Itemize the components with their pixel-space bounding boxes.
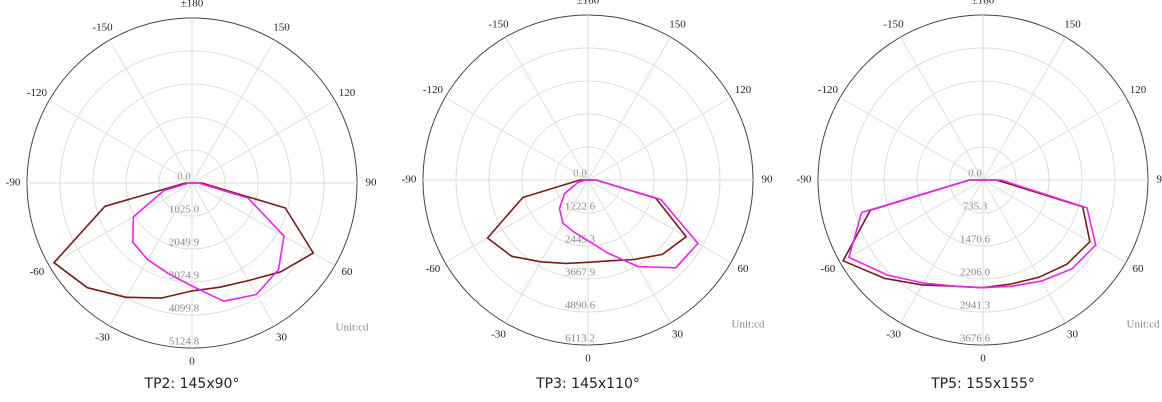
angle-tick-label: ±180 bbox=[972, 0, 995, 7]
r-tick-label: 5124.8 bbox=[169, 336, 200, 348]
r-tick-label: 3676.6 bbox=[960, 333, 991, 345]
angle-tick-label: 30 bbox=[672, 329, 684, 341]
angle-tick-label: -60 bbox=[30, 266, 45, 278]
angle-tick-label: 120 bbox=[339, 87, 356, 99]
r-tick-label: 4890.6 bbox=[565, 300, 596, 312]
angle-tick-label: -120 bbox=[423, 84, 444, 96]
intensity-curve bbox=[53, 182, 315, 299]
angle-tick-label: 90 bbox=[762, 174, 774, 186]
grid-spoke bbox=[839, 97, 984, 181]
r-tick-label: 2049.9 bbox=[169, 237, 200, 249]
angle-tick-label: -90 bbox=[402, 174, 417, 186]
r-tick-label: 0.0 bbox=[968, 168, 982, 180]
angle-tick-label: 120 bbox=[1130, 84, 1147, 96]
intensity-curve bbox=[848, 179, 1097, 289]
angle-tick-label: -30 bbox=[95, 332, 110, 344]
grid-spoke bbox=[191, 182, 336, 266]
r-tick-label: 1470.6 bbox=[960, 234, 991, 246]
angle-tick-label: 60 bbox=[738, 263, 750, 275]
angle-tick-label: 90 bbox=[1157, 174, 1162, 186]
r-tick-label: 1025.0 bbox=[169, 204, 200, 216]
angle-tick-label: ±180 bbox=[181, 0, 204, 10]
caption: TP3: 145x110° bbox=[535, 376, 640, 392]
angle-tick-label: -150 bbox=[488, 19, 509, 31]
angle-tick-label: -120 bbox=[818, 84, 839, 96]
angle-tick-label: -150 bbox=[883, 19, 904, 31]
angle-tick-label: 150 bbox=[669, 19, 686, 31]
grid-spoke bbox=[505, 179, 589, 324]
grid-spoke bbox=[587, 36, 671, 181]
grid-spoke bbox=[505, 36, 589, 181]
grid-spoke bbox=[587, 179, 671, 324]
r-tick-label: 6113.2 bbox=[565, 333, 595, 345]
grid-spoke bbox=[982, 36, 1066, 181]
grid-spoke bbox=[444, 97, 589, 181]
angle-tick-label: -60 bbox=[821, 263, 836, 275]
intensity-curve bbox=[558, 179, 699, 269]
angle-tick-label: -90 bbox=[797, 174, 812, 186]
r-tick-label: 735.3 bbox=[963, 201, 988, 213]
grid-spoke bbox=[109, 182, 193, 327]
grid-spoke bbox=[982, 179, 1127, 263]
angle-tick-label: 150 bbox=[273, 22, 290, 34]
r-tick-label: 0.0 bbox=[177, 171, 191, 183]
unit-label: Unit:cd bbox=[732, 319, 765, 331]
grid-spoke bbox=[48, 100, 193, 184]
intensity-curve bbox=[132, 182, 285, 302]
r-tick-label: 2941.3 bbox=[960, 300, 991, 312]
grid-spoke bbox=[109, 39, 193, 184]
grid-spoke bbox=[900, 36, 984, 181]
grid-spoke bbox=[839, 179, 984, 263]
r-tick-label: 3667.9 bbox=[565, 267, 596, 279]
r-tick-label: 1222.6 bbox=[565, 201, 596, 213]
angle-tick-label: 120 bbox=[735, 84, 752, 96]
angle-tick-label: 30 bbox=[276, 332, 288, 344]
caption: TP5: 155x155° bbox=[930, 376, 1035, 392]
grid-spoke bbox=[982, 97, 1127, 181]
r-tick-label: 2206.0 bbox=[960, 267, 991, 279]
grid-spoke bbox=[191, 100, 336, 184]
caption: TP2: 145x90° bbox=[144, 376, 240, 392]
angle-tick-label: -90 bbox=[6, 177, 21, 189]
angle-tick-label: 150 bbox=[1064, 19, 1081, 31]
angle-tick-label: -30 bbox=[886, 329, 901, 341]
unit-label: Unit:cd bbox=[1127, 319, 1160, 331]
r-tick-label: 4099.8 bbox=[169, 303, 200, 315]
angle-tick-label: 30 bbox=[1067, 329, 1079, 341]
angle-tick-label: -30 bbox=[491, 329, 506, 341]
angle-tick-label: -150 bbox=[92, 22, 113, 34]
intensity-curve bbox=[842, 179, 1091, 289]
unit-label: Unit:cd bbox=[336, 322, 369, 334]
angle-tick-label: 60 bbox=[342, 266, 354, 278]
angle-tick-label: ±180 bbox=[577, 0, 600, 7]
angle-tick-label: -120 bbox=[27, 87, 48, 99]
angle-tick-label: -60 bbox=[426, 263, 441, 275]
angle-tick-label: 0 bbox=[189, 356, 195, 368]
r-tick-label: 0.0 bbox=[573, 168, 587, 180]
angle-tick-label: 60 bbox=[1133, 263, 1145, 275]
grid-spoke bbox=[191, 182, 275, 327]
grid-spoke bbox=[982, 179, 1066, 324]
grid-spoke bbox=[900, 179, 984, 324]
grid-spoke bbox=[587, 97, 732, 181]
grid-spoke bbox=[587, 179, 732, 263]
grid-spoke bbox=[191, 39, 275, 184]
grid-spoke bbox=[48, 182, 193, 266]
angle-tick-label: 0 bbox=[585, 353, 591, 365]
angle-tick-label: 90 bbox=[366, 177, 378, 189]
angle-tick-label: 0 bbox=[980, 353, 986, 365]
